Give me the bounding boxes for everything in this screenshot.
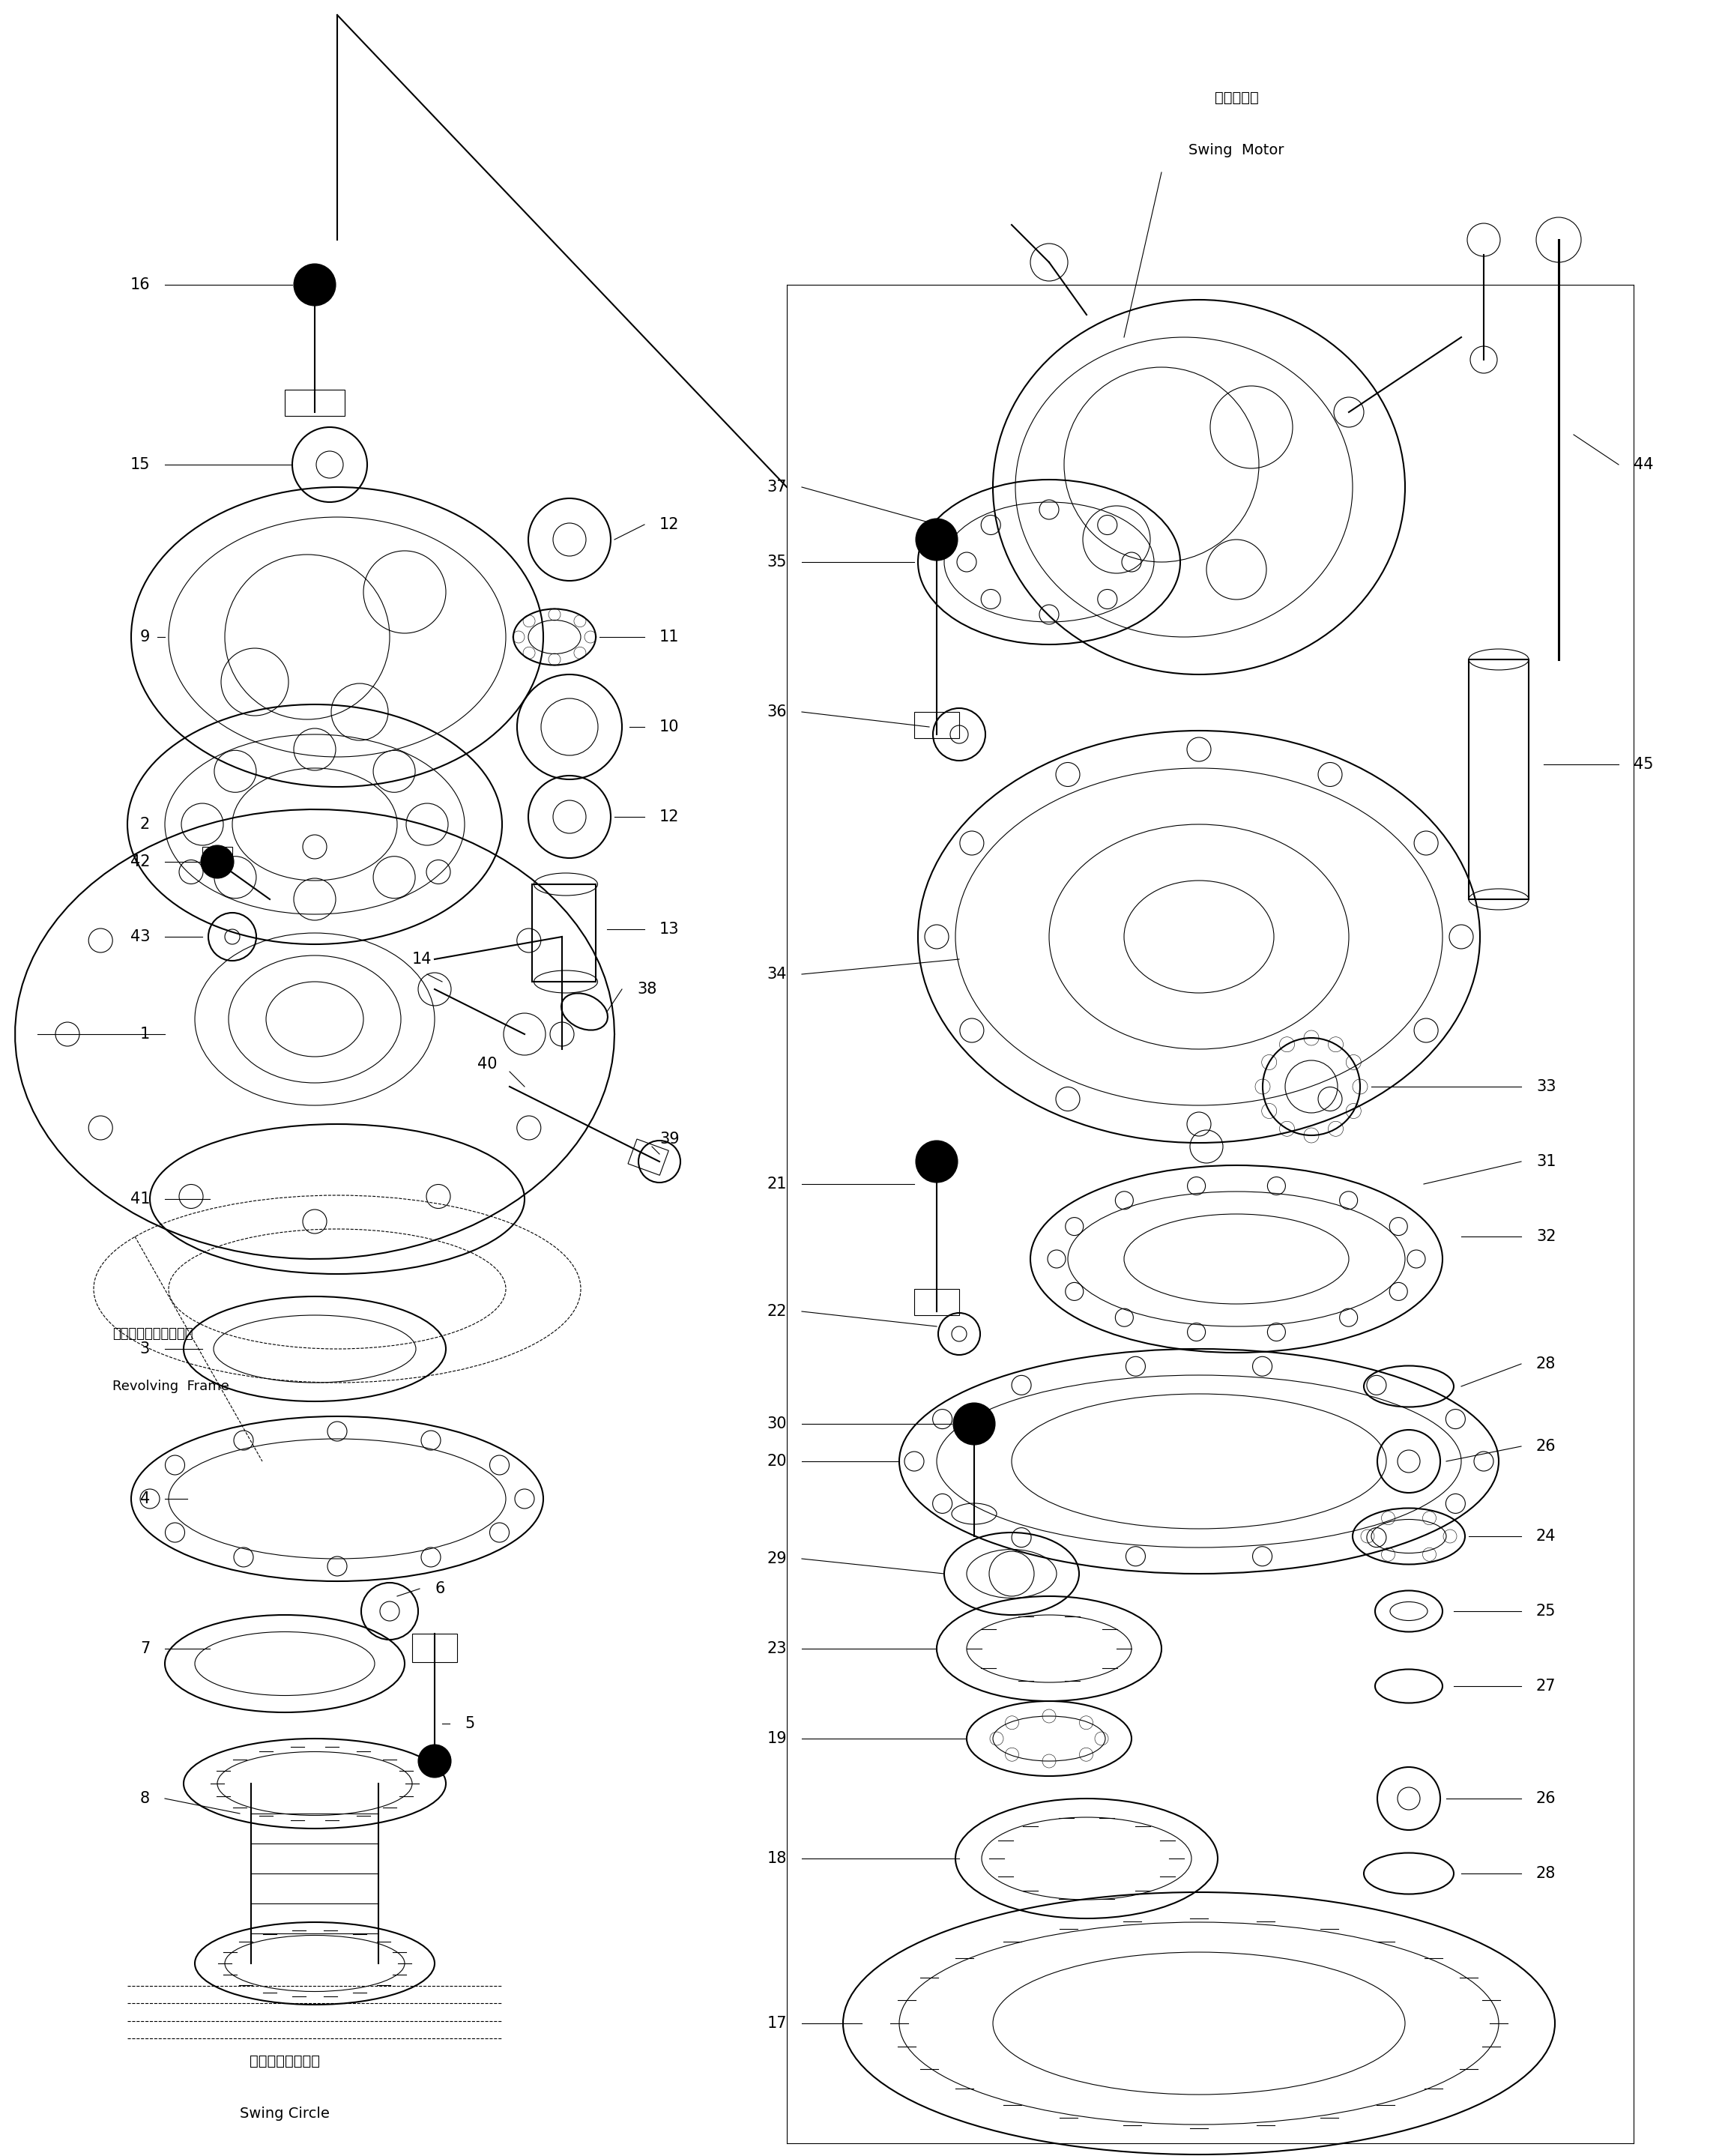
Text: 43: 43 — [130, 929, 149, 944]
Text: 36: 36 — [766, 705, 787, 720]
Text: 14: 14 — [413, 951, 432, 966]
Text: Swing Circle: Swing Circle — [239, 2106, 329, 2119]
Text: 18: 18 — [766, 1852, 787, 1865]
Text: 12: 12 — [659, 808, 680, 824]
Text: 39: 39 — [659, 1132, 680, 1147]
Text: 25: 25 — [1536, 1604, 1555, 1619]
Text: 6: 6 — [435, 1580, 444, 1595]
Text: 21: 21 — [766, 1177, 787, 1192]
Text: 7: 7 — [140, 1641, 149, 1656]
Circle shape — [916, 520, 957, 561]
Text: 11: 11 — [659, 630, 680, 645]
Text: 38: 38 — [636, 981, 657, 996]
Text: 8: 8 — [140, 1792, 149, 1807]
Text: 10: 10 — [659, 720, 680, 735]
Circle shape — [201, 845, 234, 877]
Text: 30: 30 — [766, 1416, 787, 1432]
Text: 31: 31 — [1536, 1153, 1555, 1169]
Bar — [532, 884, 596, 981]
Text: 41: 41 — [130, 1192, 149, 1207]
Bar — [914, 1289, 959, 1315]
Text: 26: 26 — [1536, 1792, 1555, 1807]
Text: 29: 29 — [766, 1550, 787, 1565]
Text: 旋回モータ: 旋回モータ — [1214, 91, 1259, 103]
Text: 27: 27 — [1536, 1680, 1555, 1695]
Text: 42: 42 — [130, 854, 149, 869]
Text: 24: 24 — [1536, 1529, 1555, 1544]
Bar — [203, 847, 232, 865]
Text: Swing  Motor: Swing Motor — [1190, 142, 1285, 157]
Bar — [914, 711, 959, 737]
Text: 45: 45 — [1633, 757, 1654, 772]
Text: 28: 28 — [1536, 1865, 1555, 1880]
Text: 1: 1 — [140, 1026, 149, 1041]
Bar — [284, 390, 345, 416]
Text: 33: 33 — [1536, 1080, 1555, 1093]
Text: 4: 4 — [140, 1492, 149, 1507]
Circle shape — [418, 1744, 451, 1777]
Text: 17: 17 — [766, 2016, 787, 2031]
Text: 12: 12 — [659, 517, 680, 533]
Text: 35: 35 — [766, 554, 787, 569]
Text: 34: 34 — [766, 966, 787, 981]
Text: 16: 16 — [130, 278, 149, 293]
Text: スイングサークル: スイングサークル — [250, 2055, 321, 2068]
Text: 40: 40 — [477, 1056, 498, 1072]
Text: レボルビングフレーム: レボルビングフレーム — [113, 1328, 192, 1341]
Bar — [1469, 660, 1529, 899]
Circle shape — [916, 1141, 957, 1181]
Circle shape — [293, 263, 336, 306]
Text: 15: 15 — [130, 457, 149, 472]
Text: 44: 44 — [1633, 457, 1654, 472]
Text: 3: 3 — [140, 1341, 149, 1356]
Text: 2: 2 — [140, 817, 149, 832]
Text: 9: 9 — [140, 630, 149, 645]
Text: Revolving  Frame: Revolving Frame — [113, 1380, 229, 1393]
Text: 26: 26 — [1536, 1438, 1555, 1453]
Text: 5: 5 — [465, 1716, 475, 1731]
Text: 37: 37 — [766, 479, 787, 494]
Text: 22: 22 — [766, 1304, 787, 1319]
Bar — [413, 1634, 458, 1662]
Bar — [628, 1138, 669, 1175]
Text: 20: 20 — [766, 1453, 787, 1468]
Text: 28: 28 — [1536, 1356, 1555, 1371]
Text: 19: 19 — [766, 1731, 787, 1746]
Text: 13: 13 — [659, 923, 680, 936]
Text: 23: 23 — [766, 1641, 787, 1656]
Circle shape — [954, 1404, 995, 1445]
Text: 32: 32 — [1536, 1229, 1555, 1244]
